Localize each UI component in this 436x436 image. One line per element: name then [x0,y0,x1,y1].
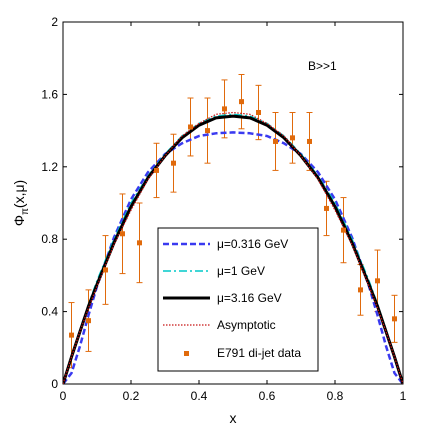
y-tick-label: 1.2 [41,160,58,174]
legend-label-1: μ=1 GeV [217,264,265,278]
axis-ticks: 0 0.2 0.4 0.6 0.8 1 0 0.4 0.8 1.2 1.6 2 [41,15,406,403]
data-markers [69,99,397,338]
x-axis-label: x [230,410,237,426]
data-point [290,135,295,141]
series-line-3 [63,111,403,384]
x-tick-label: 0.8 [327,389,344,403]
data-point [392,316,397,322]
legend-label-2: μ=3.16 GeV [217,291,282,305]
data-point [375,278,380,284]
data-point [171,160,176,166]
y-axis-label-args: (x,μ) [11,180,27,208]
x-tick-label: 1 [400,389,407,403]
data-point [120,231,125,237]
y-axis-label: Φπ(x,μ) [11,180,31,226]
data-point [239,99,244,105]
legend-label-3: Asymptotic [217,318,276,332]
data-point [273,138,278,144]
series-line-2 [63,114,403,384]
y-tick-label: 0.4 [41,305,58,319]
legend-label-points: E791 di-jet data [217,346,301,360]
data-point [69,332,74,338]
y-axis-label-sub: π [20,208,31,215]
data-point [341,227,346,233]
y-axis-label-main: Φ [11,215,27,226]
x-tick-label: 0 [60,389,67,403]
y-tick-label: 2 [51,15,58,29]
legend: μ=0.316 GeV μ=1 GeV μ=3.16 GeV Asymptoti… [157,227,319,372]
data-point [307,138,312,144]
data-point [154,167,159,173]
y-tick-label: 0.8 [41,232,58,246]
data-point [86,318,91,324]
curves [63,111,403,384]
annotation: B>>1 [308,59,337,73]
x-tick-label: 0.2 [123,389,140,403]
data-point [137,240,142,246]
data-point [205,128,210,134]
data-point [103,267,108,273]
legend-label-0: μ=0.316 GeV [217,237,288,251]
data-point [358,287,363,293]
data-point [188,124,193,130]
data-point [256,110,261,115]
data-point [324,205,329,211]
x-tick-label: 0.6 [259,389,276,403]
data-point [222,106,227,112]
y-tick-label: 0 [51,377,58,391]
y-tick-label: 1.6 [41,87,58,101]
x-tick-label: 0.4 [191,389,208,403]
legend-swatch-points [184,351,189,356]
